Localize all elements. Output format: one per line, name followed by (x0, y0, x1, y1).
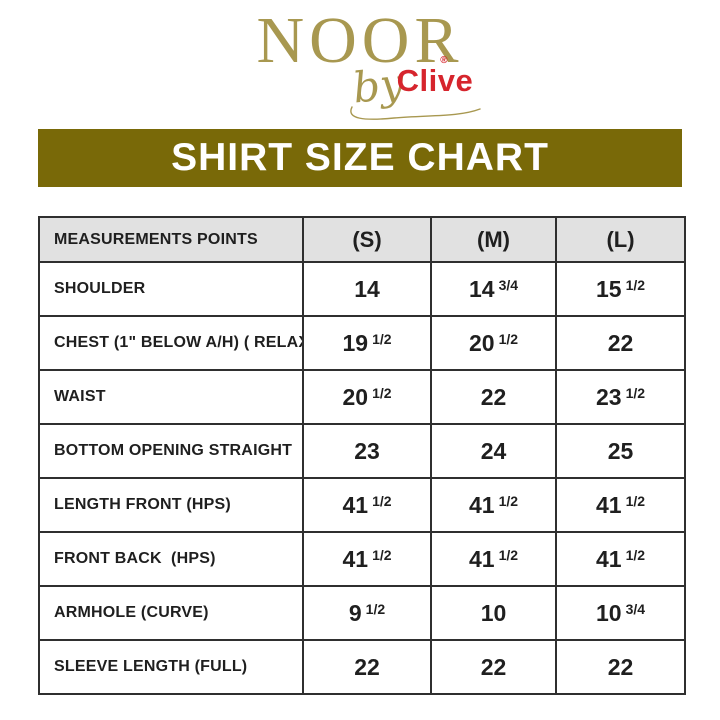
value-whole: 22 (354, 653, 380, 680)
table-row: SLEEVE LENGTH (FULL) 22 22 22 (38, 639, 686, 695)
measurement-value: 20 1/2 (430, 315, 557, 371)
value-whole: 20 (468, 329, 495, 356)
measurement-value: 41 1/2 (302, 531, 432, 587)
measurement-value: 22 (302, 639, 432, 695)
measurement-value: 15 1/2 (555, 261, 686, 317)
measurement-label: FRONT BACK (HPS) (38, 531, 304, 587)
value-fraction: 1/2 (498, 546, 519, 563)
value-whole: 22 (480, 653, 507, 680)
measurement-value: 22 (555, 639, 686, 695)
table-row: ARMHOLE (CURVE) 9 1/2 10 10 3/4 (38, 585, 686, 641)
sub-brand-text: Clive (396, 63, 474, 98)
table-row: BOTTOM OPENING STRAIGHT 23 24 25 (38, 423, 686, 479)
brand-byline: byClive ® (351, 55, 474, 113)
column-header-size-s: (S) (302, 216, 432, 263)
measurement-label: LENGTH FRONT (HPS) (38, 477, 304, 533)
measurement-value: 25 (555, 423, 686, 479)
value-whole: 41 (342, 491, 369, 518)
value-fraction: 3/4 (625, 600, 646, 617)
value-fraction: 1/2 (365, 600, 386, 617)
value-whole: 10 (595, 599, 622, 626)
value-fraction: 1/2 (498, 330, 519, 347)
measurement-value: 20 1/2 (302, 369, 432, 425)
value-fraction: 1/2 (372, 384, 392, 401)
value-fraction: 1/2 (625, 492, 646, 509)
measurement-value: 19 1/2 (302, 315, 432, 371)
measurement-label: SHOULDER (38, 261, 304, 317)
value-whole: 41 (595, 491, 622, 518)
measurement-value: 41 1/2 (555, 477, 686, 533)
value-fraction: 1/2 (372, 330, 392, 347)
column-header-size-l: (L) (555, 216, 686, 263)
table-row: SHOULDER 14 14 3/4 15 1/2 (38, 261, 686, 317)
measurement-value: 22 (430, 639, 557, 695)
value-fraction: 1/2 (372, 546, 392, 563)
value-fraction: 1/2 (625, 276, 646, 293)
value-fraction: 3/4 (498, 276, 519, 293)
column-header-size-m: (M) (430, 216, 557, 263)
table-row: WAIST 20 1/2 22 23 1/2 (38, 369, 686, 425)
byline-flourish-icon (350, 106, 481, 120)
measurement-value: 10 (430, 585, 557, 641)
measurement-value: 41 1/2 (555, 531, 686, 587)
measurement-value: 22 (430, 369, 557, 425)
value-whole: 41 (595, 545, 622, 572)
measurement-label: BOTTOM OPENING STRAIGHT (38, 423, 304, 479)
value-whole: 19 (342, 329, 369, 356)
column-header-measurements: MEASUREMENTS POINTS (38, 216, 304, 263)
value-whole: 23 (354, 437, 380, 464)
brand-name: NOOR (256, 4, 464, 77)
measurement-value: 10 3/4 (555, 585, 686, 641)
table-row: CHEST (1" BELOW A/H) ( RELAX ) 19 1/2 20 1/2… (38, 315, 686, 371)
measurement-value: 23 1/2 (555, 369, 686, 425)
value-whole: 9 (348, 599, 362, 626)
value-whole: 41 (342, 545, 369, 572)
value-whole: 23 (595, 383, 622, 410)
measurement-value: 24 (430, 423, 557, 479)
value-whole: 14 (354, 275, 380, 302)
chart-title-banner: SHIRT SIZE CHART (38, 129, 682, 187)
registered-mark-icon: ® (440, 55, 449, 66)
value-whole: 24 (480, 437, 507, 464)
value-whole: 25 (607, 437, 634, 464)
value-whole: 22 (607, 653, 634, 680)
table-header-row: MEASUREMENTS POINTS (S) (M) (L) (38, 216, 686, 263)
value-fraction: 1/2 (625, 546, 646, 563)
value-fraction: 1/2 (372, 492, 392, 509)
measurement-value: 41 1/2 (302, 477, 432, 533)
value-fraction: 1/2 (498, 492, 519, 509)
value-whole: 15 (595, 275, 622, 302)
measurement-label: ARMHOLE (CURVE) (38, 585, 304, 641)
value-whole: 22 (607, 329, 634, 356)
measurement-value: 14 3/4 (430, 261, 557, 317)
measurement-label: CHEST (1" BELOW A/H) ( RELAX ) (38, 315, 304, 371)
byline-sub-brand: Clive ® (396, 55, 474, 99)
value-whole: 20 (342, 383, 369, 410)
value-fraction: 1/2 (625, 384, 646, 401)
table-row: LENGTH FRONT (HPS) 41 1/2 41 1/2 41 1/2 (38, 477, 686, 533)
measurement-value: 23 (302, 423, 432, 479)
value-whole: 41 (468, 545, 495, 572)
table-row: FRONT BACK (HPS) 41 1/2 41 1/2 41 1/2 (38, 531, 686, 587)
measurement-value: 14 (302, 261, 432, 317)
measurement-value: 9 1/2 (302, 585, 432, 641)
chart-title: SHIRT SIZE CHART (171, 136, 549, 179)
measurement-label: WAIST (38, 369, 304, 425)
measurement-value: 22 (555, 315, 686, 371)
measurement-value: 41 1/2 (430, 531, 557, 587)
value-whole: 14 (468, 275, 495, 302)
measurement-label: SLEEVE LENGTH (FULL) (38, 639, 304, 695)
value-whole: 22 (480, 383, 507, 410)
size-chart-table: MEASUREMENTS POINTS (S) (M) (L) SHOULDER… (38, 216, 686, 695)
value-whole: 41 (468, 491, 495, 518)
measurement-value: 41 1/2 (430, 477, 557, 533)
value-whole: 10 (480, 599, 507, 626)
